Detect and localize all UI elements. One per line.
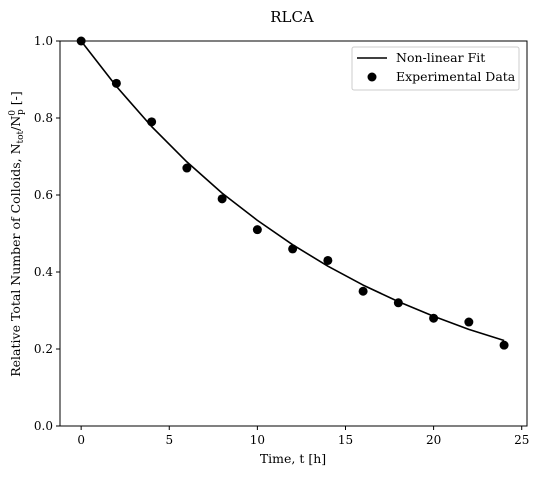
legend-marker-swatch: [367, 72, 377, 82]
data-point: [217, 194, 227, 204]
y-tick-label: 0.0: [34, 419, 53, 433]
y-tick-label: 0.2: [34, 342, 53, 356]
x-tick-label: 0: [77, 433, 85, 447]
y-axis-label: Relative Total Number of Colloids, Ntot/…: [8, 91, 26, 377]
legend: Non-linear Fit Experimental Data: [351, 46, 520, 91]
legend-label-data: Experimental Data: [396, 69, 516, 84]
data-point: [288, 244, 298, 254]
legend-box: [351, 46, 520, 91]
data-point: [464, 317, 474, 327]
y-axis-label-sup-0: 0: [8, 110, 18, 116]
legend-label-fit: Non-linear Fit: [396, 50, 485, 65]
y-axis-label-prefix: Relative Total Number of Colloids, N: [8, 143, 23, 376]
y-tick-label: 1.0: [34, 34, 53, 48]
y-tick-label: 0.8: [34, 111, 53, 125]
x-tick-label: 5: [165, 433, 173, 447]
data-point: [111, 78, 121, 88]
x-tick-label: 10: [250, 433, 265, 447]
y-axis-label-sub-p: p: [16, 109, 26, 115]
x-tick-label: 25: [514, 433, 529, 447]
y-axis-ticks: 0.0 0.2 0.4 0.6 0.8 1.0: [34, 34, 60, 433]
data-point: [323, 255, 333, 265]
data-point: [393, 298, 403, 308]
y-axis-label-sub-tot: tot: [16, 130, 26, 143]
y-axis-label-suffix: [-]: [8, 91, 23, 109]
plot-content: [76, 36, 509, 350]
x-axis-label: Time, t [h]: [260, 451, 326, 466]
y-tick-label: 0.4: [34, 265, 53, 279]
data-point: [252, 225, 262, 235]
data-point: [499, 340, 509, 350]
data-point: [358, 286, 368, 296]
y-tick-label: 0.6: [34, 188, 53, 202]
x-tick-label: 15: [338, 433, 353, 447]
x-axis-ticks: 0 5 10 15 20 25: [77, 426, 529, 447]
x-tick-label: 20: [426, 433, 441, 447]
axes-frame: [59, 40, 528, 427]
data-point: [147, 117, 157, 127]
y-axis-label-slash: /N: [8, 116, 23, 131]
data-point: [429, 313, 439, 323]
chart-title: RLCA: [270, 8, 314, 26]
data-point: [182, 163, 192, 173]
